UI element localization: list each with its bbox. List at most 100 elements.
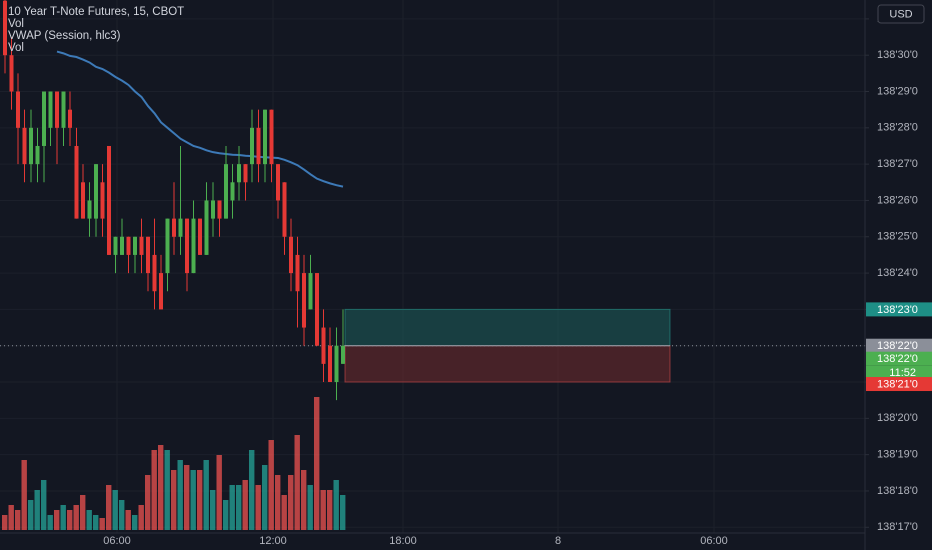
volume-bar (54, 510, 60, 530)
candle-body (217, 200, 222, 219)
legend: 10 Year T-Note Futures, 15, CBOT Vol VWA… (8, 6, 184, 54)
volume-bar (184, 465, 190, 530)
volume-bar (190, 470, 196, 530)
candle-body (308, 273, 313, 310)
volume-bar (119, 500, 125, 530)
volume-bar (106, 485, 112, 530)
candle-body (107, 145, 111, 255)
candle-body (165, 218, 170, 274)
currency-box[interactable] (877, 4, 925, 24)
volume-bar (327, 490, 333, 530)
legend-item: VWAP (Session, hlc3) (8, 30, 121, 42)
candle-body (250, 127, 254, 165)
volume-bar (229, 485, 235, 530)
price-tag (866, 302, 932, 317)
candle-body (243, 164, 248, 183)
price-tag-label: 138'23'0 (877, 304, 918, 316)
volume-bar (275, 475, 281, 530)
price-tag-label: 138'22'0 (877, 340, 918, 352)
candle-body (276, 164, 280, 201)
price-tag-label: 138'21'0 (877, 378, 918, 390)
candle-body (113, 236, 118, 255)
countdown: 11:52 (889, 367, 916, 379)
candle-body (321, 327, 326, 364)
candle-body (269, 109, 274, 165)
volume-bar (2, 515, 8, 530)
volume-bar (320, 490, 326, 530)
candle-body (289, 236, 293, 274)
candle-body (55, 91, 59, 128)
candle-body (230, 182, 235, 201)
volume-bar (99, 518, 105, 530)
candle-body (68, 109, 72, 128)
candle-body (9, 55, 14, 92)
volume-bar (340, 495, 346, 530)
volume-bar (158, 445, 164, 530)
candle-body (295, 254, 300, 292)
volume-bar (67, 510, 73, 530)
volume-bar (223, 500, 229, 530)
volume-bar (203, 460, 209, 530)
candle-body (211, 200, 215, 219)
volume-bar (125, 510, 131, 530)
candle-body (328, 345, 332, 383)
plot-area (0, 0, 865, 530)
volume-bar (333, 480, 339, 530)
countdown-box (866, 365, 932, 380)
candle-body (139, 236, 144, 255)
volume-bar (60, 505, 66, 530)
candle-body (178, 218, 183, 237)
volume-bar (301, 470, 307, 530)
volume-bar (21, 460, 27, 530)
price-tag (866, 338, 932, 353)
currency-button[interactable]: USD (877, 4, 925, 24)
candle-body (256, 127, 261, 165)
volume-bar (281, 495, 287, 530)
candle-body (302, 273, 306, 328)
y-tick-label: 138'24'0 (877, 267, 918, 279)
grid (0, 0, 865, 533)
y-tick-label: 138'28'0 (877, 122, 918, 134)
candle-body (224, 164, 228, 219)
price-tag-label: 138'22'0 (877, 353, 918, 365)
candle-body (48, 91, 53, 128)
candle-body (146, 236, 150, 274)
candle-body (94, 164, 98, 219)
volume-bar (314, 397, 320, 530)
price-tag (866, 377, 932, 392)
candle-body (198, 218, 202, 255)
x-tick-label: 06:00 (700, 535, 728, 547)
candle-body (237, 164, 241, 183)
candle-body (263, 109, 267, 165)
candle-body (204, 200, 209, 255)
candle-body (100, 182, 105, 219)
candle-body (22, 127, 27, 165)
volume-bar (151, 450, 157, 530)
candle-body (191, 218, 196, 274)
price-axis (865, 0, 932, 550)
y-tick-label: 138'27'0 (877, 158, 918, 170)
profit-zone (344, 308, 671, 347)
candle-body (35, 145, 40, 165)
volume-bar (34, 490, 40, 530)
y-tick-label: 138'30'0 (877, 49, 918, 61)
volume-bar (93, 515, 99, 530)
currency-label[interactable]: USD (889, 8, 912, 20)
candle-body (74, 145, 79, 219)
volume-bar (249, 450, 255, 530)
candle-body (42, 91, 46, 146)
volume-bar (177, 460, 183, 530)
candle-body (185, 218, 189, 274)
volume-bar (28, 500, 34, 530)
candle-body (341, 345, 345, 364)
candle-body (87, 200, 92, 219)
volume-bar (236, 485, 242, 530)
candle-body (282, 182, 287, 237)
volume-bar (268, 440, 274, 530)
axis-labels: 138'31'0138'30'0138'29'0138'28'0138'27'0… (103, 13, 932, 547)
candle-body (16, 91, 20, 128)
volume-bar (216, 455, 222, 530)
volume-bar (171, 470, 177, 530)
candle-body (133, 236, 137, 255)
